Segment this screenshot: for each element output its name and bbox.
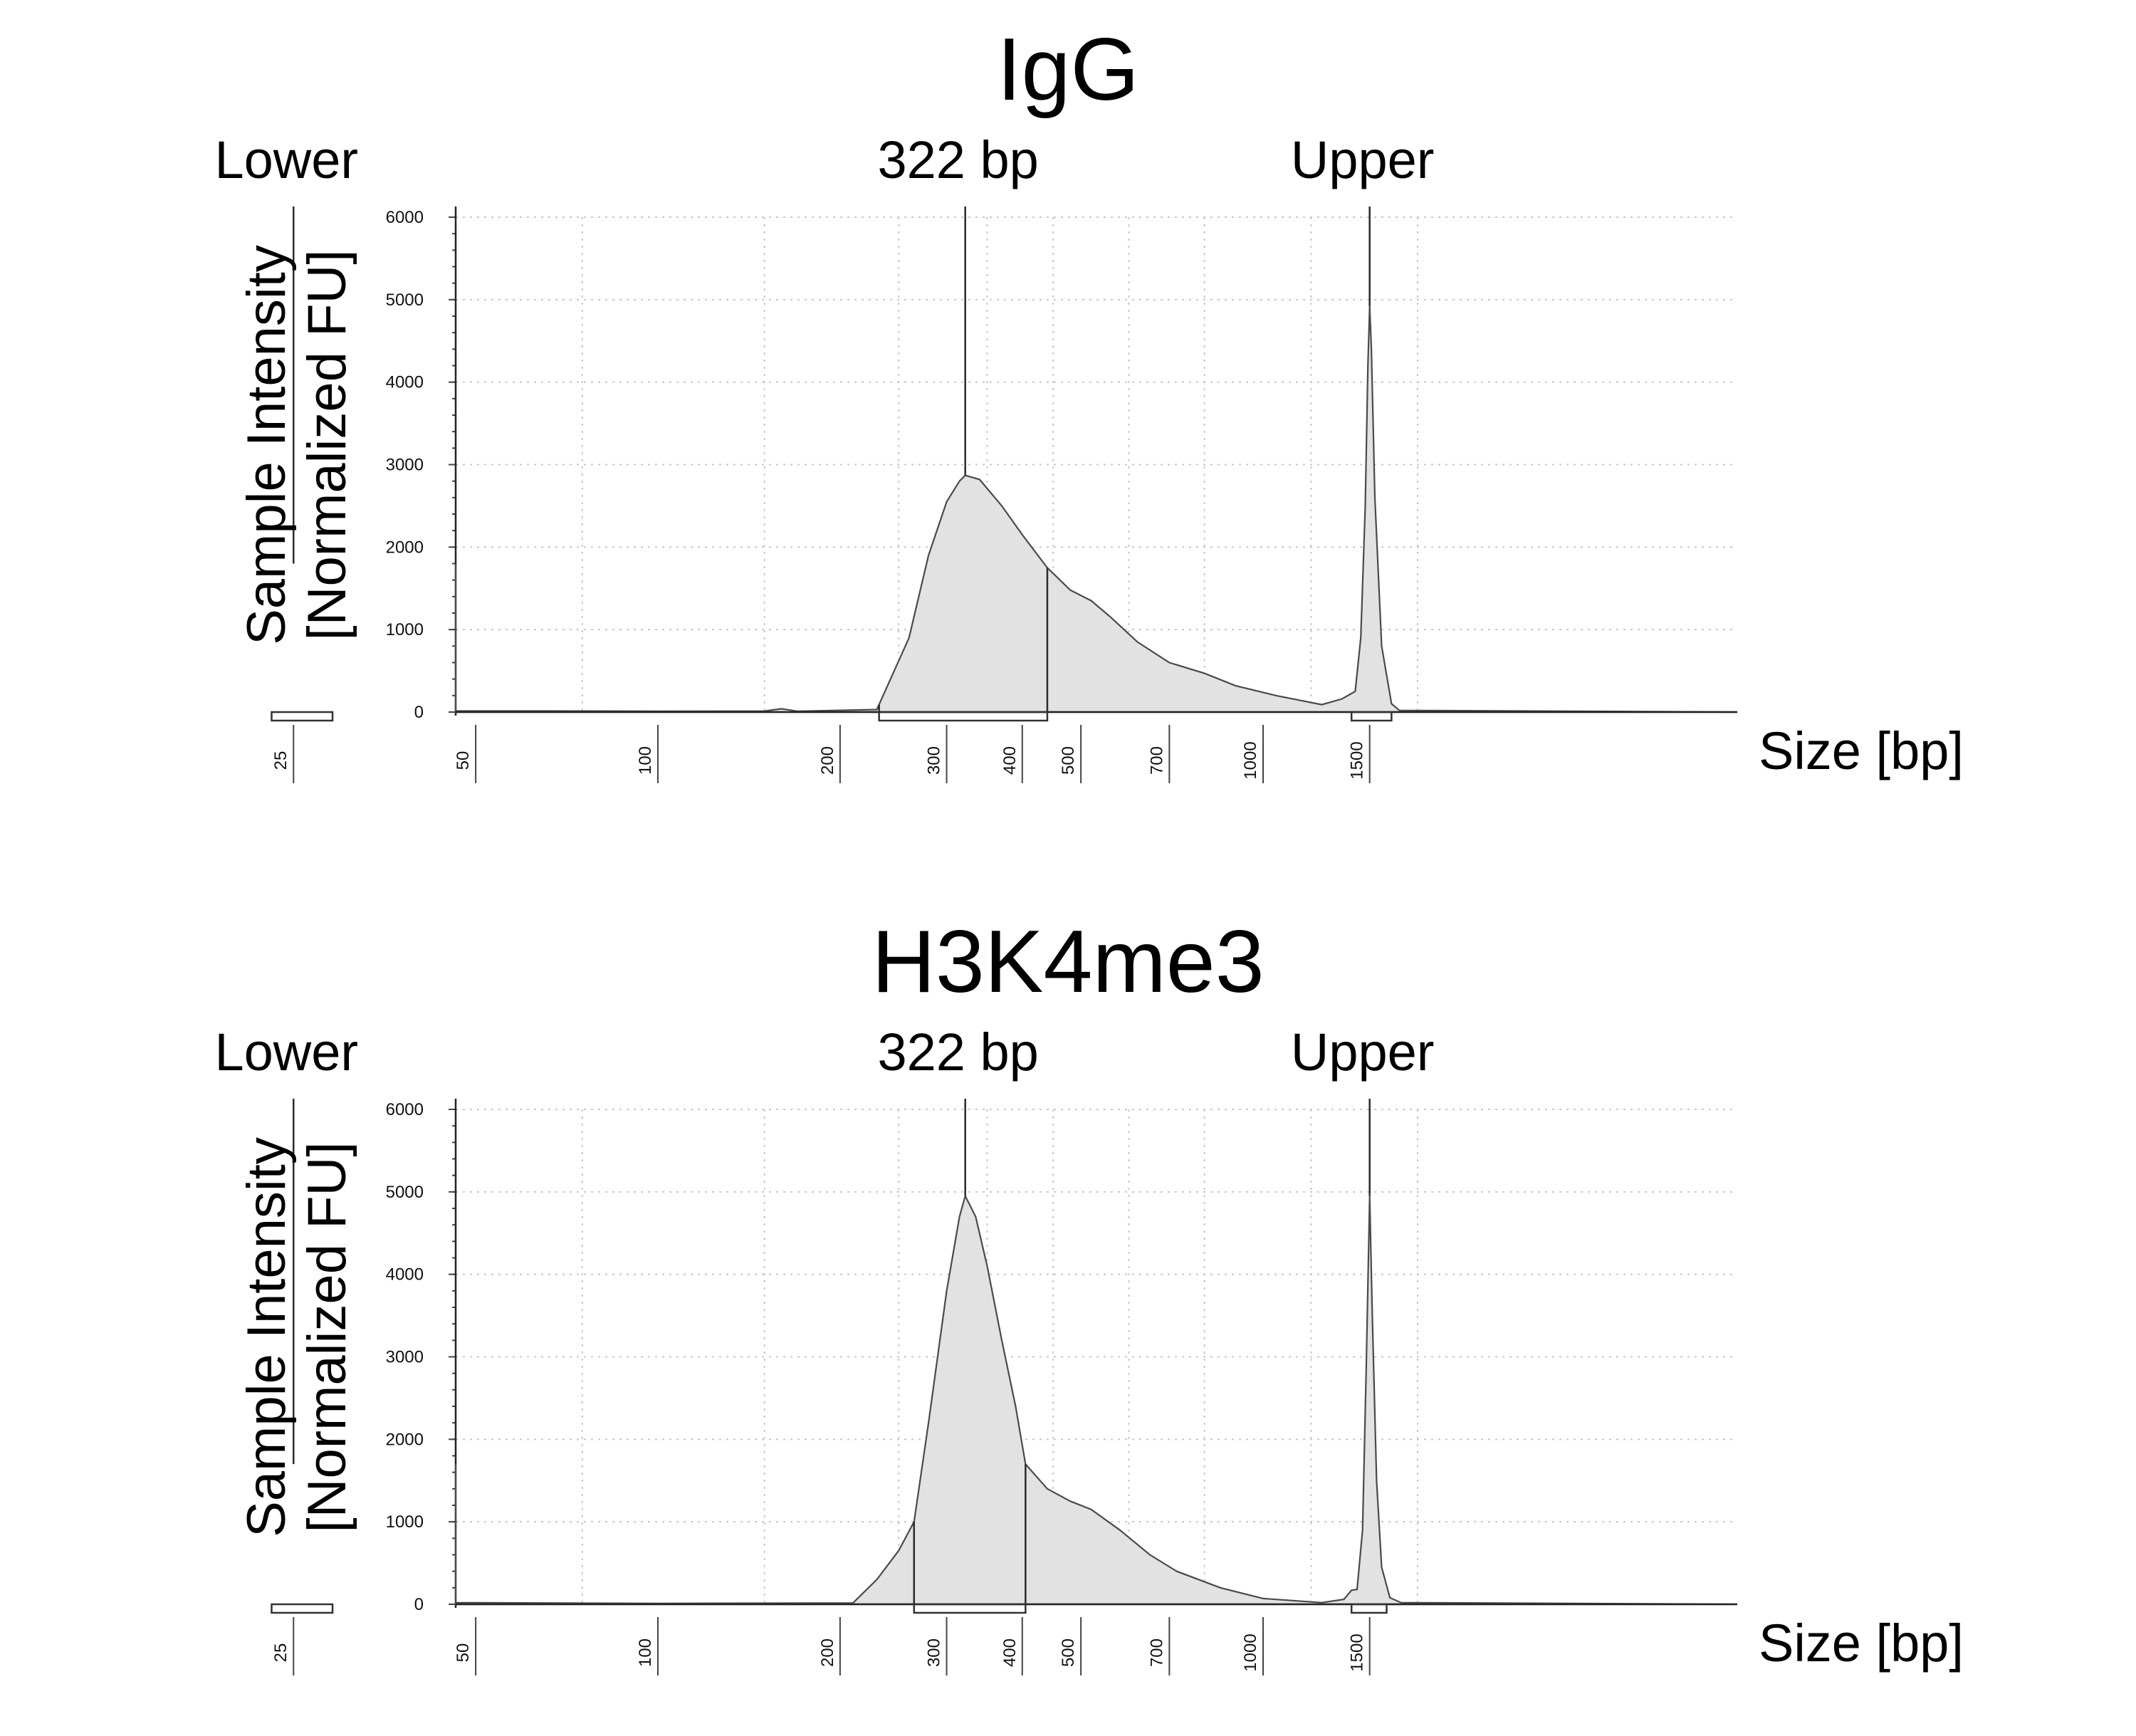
y-tick-label: 5000 — [386, 1183, 424, 1202]
y-tick-label: 5000 — [386, 291, 424, 310]
y-tick-label: 3000 — [386, 456, 424, 475]
y-axis-label: Sample Intensity — [236, 245, 297, 645]
x-tick-label: 1500 — [1348, 1633, 1367, 1671]
peak-label: Upper — [1291, 1023, 1435, 1082]
y-tick-label: 6000 — [386, 208, 424, 227]
x-tick-label: 400 — [1000, 746, 1020, 775]
region-bracket — [1350, 711, 1393, 722]
y-tick-label: 0 — [414, 1595, 424, 1614]
x-tick-label: 100 — [636, 1638, 655, 1667]
chart-panel-h3k4me3: H3K4me3 0 1000 2000 3000 4000 5000 6000 Lower 322… — [214, 913, 1964, 1675]
y-tick-label: 1000 — [386, 1512, 424, 1532]
x-tick-label: 300 — [925, 746, 944, 775]
region-bracket — [1350, 1603, 1388, 1614]
y-axis-label: [Normalized FU] — [297, 1142, 357, 1533]
x-tick-label: 200 — [818, 1638, 837, 1667]
x-axis-label: Size [bp] — [1759, 721, 1964, 780]
x-tick-label: 25 — [271, 751, 290, 770]
region-bracket — [271, 1603, 334, 1614]
x-tick-label: 1000 — [1241, 741, 1260, 779]
y-tick-label: 4000 — [386, 1265, 424, 1285]
region-bracket — [913, 1603, 1027, 1614]
peak-label: Lower — [214, 130, 358, 189]
y-tick-label: 4000 — [386, 373, 424, 392]
region-bracket — [271, 711, 334, 722]
x-tick-label: 1000 — [1241, 1633, 1260, 1671]
y-tick-label: 6000 — [386, 1100, 424, 1119]
x-tick-label: 700 — [1147, 1638, 1166, 1667]
y-axis-label: [Normalized FU] — [297, 250, 357, 641]
peak-label: Lower — [214, 1023, 358, 1082]
x-tick-label: 500 — [1059, 746, 1078, 775]
x-tick-label: 50 — [454, 751, 473, 770]
x-tick-label: 100 — [636, 746, 655, 775]
y-tick-label: 2000 — [386, 1430, 424, 1449]
peak-label: Upper — [1291, 130, 1435, 189]
electropherogram-trace — [454, 306, 1738, 713]
x-tick-label: 25 — [271, 1643, 290, 1663]
x-tick-label: 400 — [1000, 1638, 1020, 1667]
x-tick-label: 500 — [1059, 1638, 1078, 1667]
x-tick-label: 1500 — [1348, 741, 1367, 779]
y-tick-label: 1000 — [386, 620, 424, 639]
y-tick-label: 2000 — [386, 538, 424, 557]
y-tick-label: 0 — [414, 703, 424, 722]
region-bracket — [878, 711, 1049, 722]
y-axis-label: Sample Intensity — [236, 1137, 297, 1537]
y-tick-label: 3000 — [386, 1348, 424, 1367]
x-axis-label: Size [bp] — [1759, 1614, 1964, 1673]
chart-title: IgG — [997, 21, 1139, 119]
electropherogram-trace — [454, 1193, 1738, 1606]
peak-label: 322 bp — [878, 1023, 1039, 1082]
peak-label: 322 bp — [878, 130, 1039, 189]
x-tick-label: 300 — [925, 1638, 944, 1667]
x-tick-label: 50 — [454, 1643, 473, 1663]
chart-title: H3K4me3 — [871, 913, 1264, 1011]
chart-panel-igg: IgG 0 1000 2000 3000 4000 5000 6000 Lower 322 bp U… — [214, 21, 1964, 783]
x-tick-label: 200 — [818, 746, 837, 775]
x-tick-label: 700 — [1147, 746, 1166, 775]
